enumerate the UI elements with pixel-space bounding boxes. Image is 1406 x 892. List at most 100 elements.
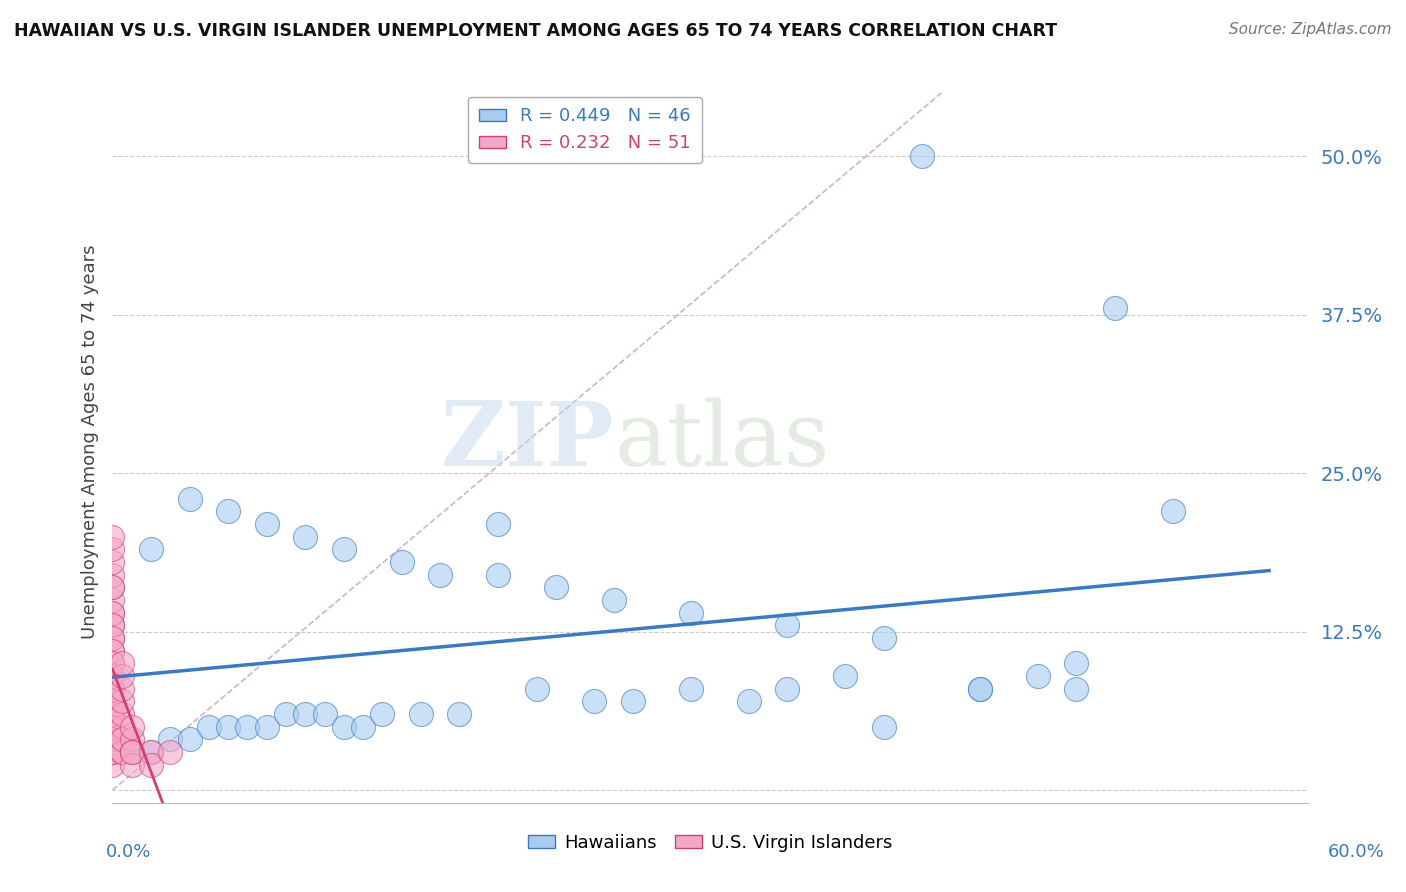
Point [101,707,124,722]
Point [333,542,356,557]
Point [101,694,124,708]
Point [1026,669,1049,683]
Point [872,720,894,734]
Point [101,631,124,645]
Point [679,681,702,696]
Point [139,745,162,759]
Point [101,681,124,696]
Point [256,720,278,734]
Point [111,657,134,671]
Point [101,669,124,683]
Point [1064,657,1087,671]
Point [969,681,991,696]
Text: 0.0%: 0.0% [105,843,150,861]
Point [179,732,201,747]
Point [121,745,143,759]
Point [486,567,509,582]
Point [101,720,124,734]
Point [391,555,413,569]
Point [776,618,799,632]
Point [111,694,134,708]
Text: 60.0%: 60.0% [1329,843,1385,861]
Point [159,745,181,759]
Point [217,504,239,518]
Point [429,567,451,582]
Point [236,720,259,734]
Point [198,720,221,734]
Point [679,606,702,620]
Point [274,707,297,722]
Point [159,732,181,747]
Point [449,707,471,722]
Point [737,694,759,708]
Point [101,732,124,747]
Point [111,681,134,696]
Y-axis label: Unemployment Among Ages 65 to 74 years: Unemployment Among Ages 65 to 74 years [80,244,98,639]
Point [101,657,124,671]
Point [776,681,799,696]
Point [139,542,162,557]
Point [526,681,548,696]
Point [333,720,356,734]
Point [121,732,143,747]
Point [544,580,567,594]
Point [834,669,856,683]
Point [139,757,162,772]
Point [101,643,124,657]
Point [1104,301,1126,316]
Point [121,745,143,759]
Point [486,516,509,531]
Point [969,681,991,696]
Point [111,745,134,759]
Point [101,694,124,708]
Point [121,720,143,734]
Point [111,732,134,747]
Point [101,580,124,594]
Point [101,720,124,734]
Point [294,530,316,544]
Text: atlas: atlas [614,398,830,485]
Point [583,694,606,708]
Point [101,657,124,671]
Point [101,732,124,747]
Point [101,681,124,696]
Point [101,631,124,645]
Point [101,580,124,594]
Point [101,745,124,759]
Point [101,618,124,632]
Point [101,757,124,772]
Point [371,707,394,722]
Point [121,757,143,772]
Point [101,669,124,683]
Point [179,491,201,506]
Point [111,732,134,747]
Point [111,720,134,734]
Point [101,618,124,632]
Point [101,745,124,759]
Point [101,555,124,569]
Text: HAWAIIAN VS U.S. VIRGIN ISLANDER UNEMPLOYMENT AMONG AGES 65 TO 74 YEARS CORRELAT: HAWAIIAN VS U.S. VIRGIN ISLANDER UNEMPLO… [14,22,1057,40]
Point [101,542,124,557]
Text: ZIP: ZIP [441,398,614,485]
Point [101,606,124,620]
Point [101,707,124,722]
Point [1161,504,1184,518]
Point [872,631,894,645]
Point [409,707,432,722]
Point [294,707,316,722]
Point [911,149,934,163]
Text: Source: ZipAtlas.com: Source: ZipAtlas.com [1229,22,1392,37]
Point [314,707,336,722]
Point [111,669,134,683]
Point [101,530,124,544]
Point [621,694,644,708]
Point [111,745,134,759]
Legend: Hawaiians, U.S. Virgin Islanders: Hawaiians, U.S. Virgin Islanders [520,826,900,859]
Point [101,606,124,620]
Point [101,567,124,582]
Point [101,593,124,607]
Point [121,745,143,759]
Point [602,593,624,607]
Point [352,720,374,734]
Point [1064,681,1087,696]
